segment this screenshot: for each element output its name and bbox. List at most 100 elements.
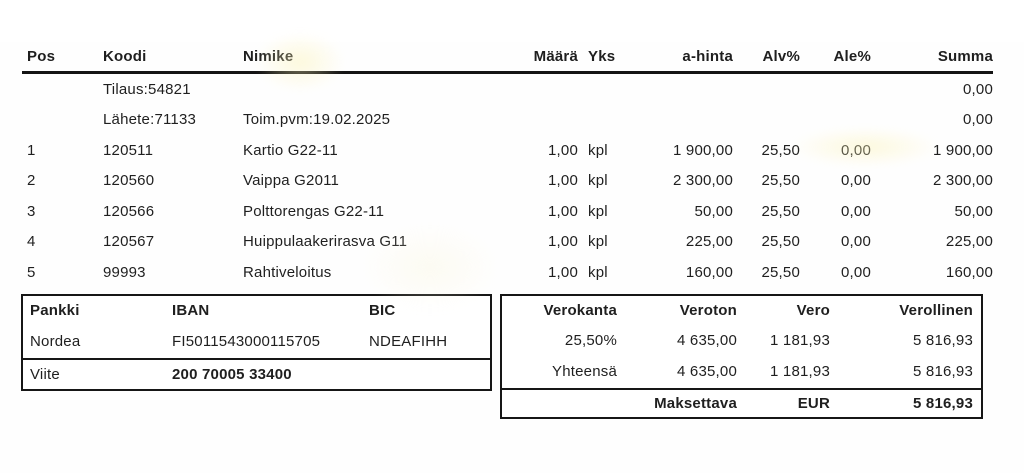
tax-net: 4 635,00: [677, 331, 737, 349]
cell-ahinta: 225,00: [685, 233, 733, 251]
cell-alv: 25,50: [761, 141, 800, 159]
iban-value: FI5011543000115705: [172, 333, 321, 350]
column-header-pos: Pos: [27, 48, 56, 65]
tax-header-veroton: Veroton: [679, 301, 737, 319]
cell-koodi: 120567: [103, 233, 155, 251]
footer-section: Pankki IBAN BIC Nordea FI501154300011570…: [21, 293, 1024, 419]
cell-maara: 1,00: [548, 141, 578, 159]
tax-header-verollinen: Verollinen: [899, 301, 973, 319]
cell-maara: 1,00: [548, 263, 578, 281]
tax-total-gross: 5 816,93: [913, 363, 973, 380]
tax-amount: 1 181,93: [770, 331, 830, 349]
delivery-meta-row: Lähete:71133 Toim.pvm:19.02.2025 0,00: [22, 105, 993, 136]
cell-alv: 25,50: [761, 233, 800, 251]
cell-pos: 2: [27, 172, 36, 190]
cell-ale: 0,00: [841, 263, 871, 281]
delivery-note-number: Lähete:71133: [103, 111, 197, 129]
cell-maara: 1,00: [548, 172, 578, 190]
cell-summa: 1 900,00: [933, 141, 993, 159]
cell-yks: kpl: [588, 263, 608, 281]
cell-yks: kpl: [588, 141, 608, 159]
invoice-document: Pos Koodi Nimike Määrä Yks a-hinta Alv% …: [0, 32, 1024, 473]
tax-header-row: Verokanta Veroton Vero Verollinen: [502, 296, 981, 325]
column-header-maara: Määrä: [533, 48, 578, 65]
table-row: 1 120511 Kartio G22-11 1,00 kpl 1 900,00…: [22, 135, 993, 166]
payable-currency: EUR: [797, 394, 830, 412]
tax-header-verokanta: Verokanta: [543, 301, 617, 319]
reference-label: Viite: [30, 365, 60, 383]
cell-pos: 5: [27, 263, 36, 281]
cell-pos: 1: [27, 141, 36, 159]
cell-maara: 1,00: [548, 233, 578, 251]
cell-nimike: Polttorengas G22-11: [243, 202, 385, 220]
reference-number: 200 70005 33400: [172, 365, 292, 383]
cell-pos: 4: [27, 233, 36, 251]
bank-name: Nordea: [30, 333, 81, 350]
table-row: 4 120567 Huippulaakerirasva G11 1,00 kpl…: [22, 227, 993, 258]
cell-ahinta: 1 900,00: [673, 141, 733, 159]
cell-nimike: Kartio G22-11: [243, 141, 338, 159]
delivery-date: Toim.pvm:19.02.2025: [243, 111, 391, 129]
column-header-ale: Ale%: [833, 48, 871, 65]
order-number: Tilaus:54821: [103, 80, 191, 98]
table-body: Tilaus:54821 0,00 Lähete:71133 Toim.pvm:…: [22, 74, 993, 288]
cell-nimike: Rahtiveloitus: [243, 263, 332, 281]
tax-summary-box: Verokanta Veroton Vero Verollinen 25,50%…: [500, 293, 983, 419]
column-header-koodi: Koodi: [103, 48, 147, 65]
cell-ale: 0,00: [841, 172, 871, 190]
cell-yks: kpl: [588, 172, 608, 190]
bic-value: NDEAFIHH: [369, 333, 448, 350]
payable-amount: 5 816,93: [913, 394, 973, 412]
column-header-summa: Summa: [937, 48, 993, 65]
tax-rate-row: 25,50% 4 635,00 1 181,93 5 816,93: [502, 325, 981, 356]
cell-alv: 25,50: [761, 172, 800, 190]
bank-info-box: Pankki IBAN BIC Nordea FI501154300011570…: [21, 293, 492, 391]
payable-row: Maksettava EUR 5 816,93: [502, 387, 981, 417]
bank-header-iban: IBAN: [172, 302, 210, 319]
cell-summa: 0,00: [963, 80, 993, 98]
line-item-table: Pos Koodi Nimike Määrä Yks a-hinta Alv% …: [22, 42, 993, 288]
column-header-alv: Alv%: [762, 48, 800, 65]
cell-koodi: 120560: [103, 172, 155, 190]
cell-koodi: 99993: [103, 263, 146, 281]
bank-data-row: Nordea FI5011543000115705 NDEAFIHH: [23, 326, 490, 358]
bank-header-bic: BIC: [369, 302, 396, 319]
cell-summa: 160,00: [945, 263, 993, 281]
order-meta-row: Tilaus:54821 0,00: [22, 74, 993, 105]
tax-gross: 5 816,93: [913, 331, 973, 349]
table-row: 2 120560 Vaippa G2011 1,00 kpl 2 300,00 …: [22, 166, 993, 197]
cell-summa: 0,00: [963, 111, 993, 129]
cell-ahinta: 50,00: [694, 202, 733, 220]
tax-total-vat: 1 181,93: [770, 363, 830, 380]
tax-header-vero: Vero: [796, 301, 830, 319]
tax-total-label: Yhteensä: [552, 363, 617, 380]
column-header-ahinta: a-hinta: [682, 48, 733, 65]
cell-summa: 2 300,00: [933, 172, 993, 190]
tax-rate: 25,50%: [564, 331, 617, 349]
cell-ale: 0,00: [841, 202, 871, 220]
cell-koodi: 120511: [103, 141, 154, 159]
cell-maara: 1,00: [548, 202, 578, 220]
table-header-row: Pos Koodi Nimike Määrä Yks a-hinta Alv% …: [22, 42, 993, 74]
cell-nimike: Vaippa G2011: [243, 172, 340, 190]
tax-total-row: Yhteensä 4 635,00 1 181,93 5 816,93: [502, 356, 981, 388]
cell-nimike: Huippulaakerirasva G11: [243, 233, 408, 251]
table-row: 3 120566 Polttorengas G22-11 1,00 kpl 50…: [22, 196, 993, 227]
column-header-yks: Yks: [588, 48, 616, 65]
cell-koodi: 120566: [103, 202, 155, 220]
payable-label: Maksettava: [654, 394, 737, 412]
cell-ale: 0,00: [841, 233, 871, 251]
cell-ahinta: 160,00: [685, 263, 733, 281]
cell-ahinta: 2 300,00: [673, 172, 733, 190]
reference-row: Viite 200 70005 33400: [23, 357, 490, 389]
column-header-nimike: Nimike: [243, 48, 294, 65]
tax-total-net: 4 635,00: [677, 363, 737, 380]
cell-yks: kpl: [588, 233, 608, 251]
cell-summa: 50,00: [954, 202, 993, 220]
cell-pos: 3: [27, 202, 36, 220]
table-row: 5 99993 Rahtiveloitus 1,00 kpl 160,00 25…: [22, 257, 993, 288]
bank-header-row: Pankki IBAN BIC: [23, 296, 490, 326]
cell-alv: 25,50: [761, 263, 800, 281]
cell-alv: 25,50: [761, 202, 800, 220]
cell-summa: 225,00: [945, 233, 993, 251]
